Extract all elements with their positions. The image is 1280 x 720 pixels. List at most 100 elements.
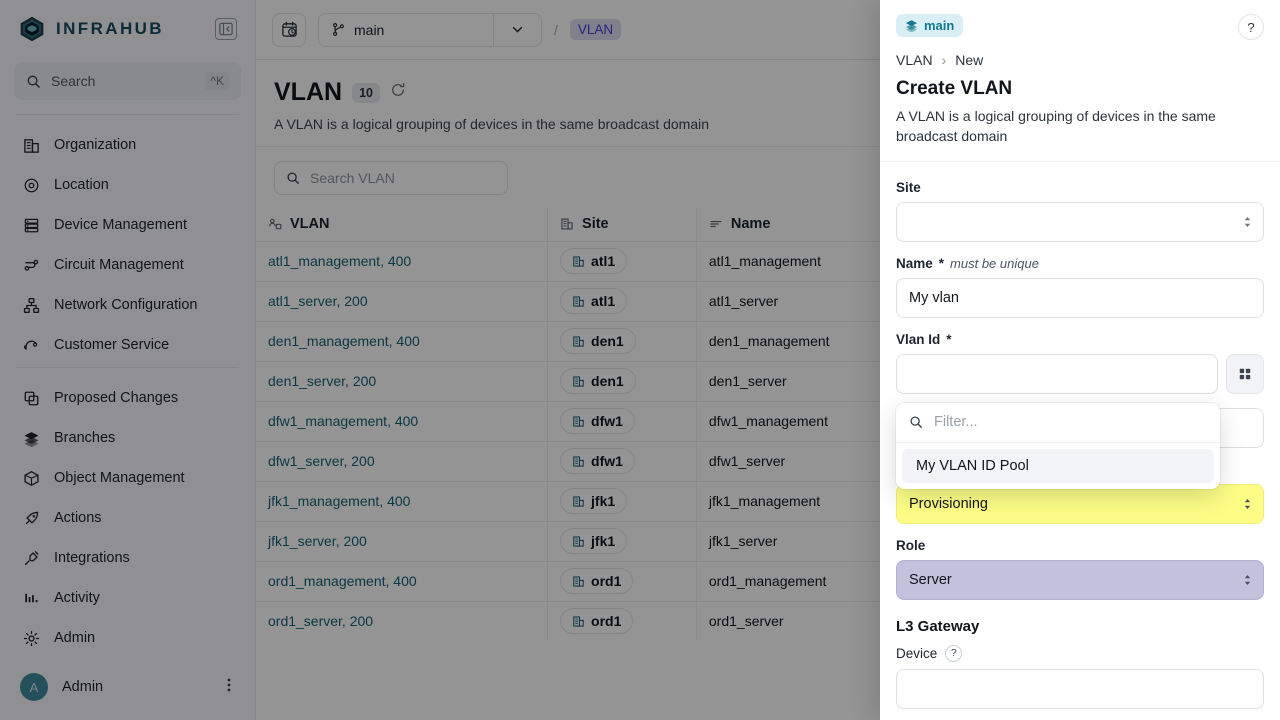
chevron-down-icon[interactable]: [493, 13, 541, 46]
vlan-link[interactable]: atl1_server, 200: [268, 293, 368, 309]
breadcrumb-root[interactable]: VLAN: [896, 52, 933, 68]
field-role: Role Server: [896, 538, 1264, 600]
sidebar-item-label: Location: [54, 177, 109, 193]
cell-vlan[interactable]: jfk1_server, 200: [256, 520, 549, 561]
chevron-right-icon: ›: [941, 52, 947, 68]
sidebar-collapse-icon[interactable]: [215, 18, 237, 40]
layers-icon: [22, 429, 40, 447]
vlan-id-input[interactable]: [896, 353, 1218, 394]
vlan-link[interactable]: dfw1_management, 400: [268, 413, 419, 429]
more-vertical-icon[interactable]: [227, 677, 235, 697]
sidebar-item-branches[interactable]: Branches: [14, 418, 241, 458]
pool-selector-button[interactable]: [1226, 353, 1264, 394]
site-select[interactable]: [896, 201, 1264, 242]
building-icon: [572, 575, 585, 588]
field-label-vlan-id: Vlan Id *: [896, 332, 1264, 347]
panel-branch-badge[interactable]: main: [896, 14, 964, 37]
cell-vlan[interactable]: jfk1_management, 400: [256, 480, 549, 521]
status-select[interactable]: Provisioning: [896, 483, 1264, 524]
building-icon: [572, 375, 585, 388]
column-header-vlan[interactable]: VLAN: [256, 207, 549, 241]
role-select-value: Server: [909, 571, 952, 588]
cell-vlan[interactable]: dfw1_server, 200: [256, 440, 549, 481]
cell-site: dfw1: [547, 440, 697, 481]
sidebar-user-name: Admin: [62, 679, 104, 695]
search-icon: [909, 415, 923, 429]
field-name: Name * must be unique My vlan: [896, 256, 1264, 318]
cell-vlan[interactable]: ord1_management, 400: [256, 560, 549, 601]
cell-site: ord1: [547, 600, 697, 641]
sidebar-item-device-management[interactable]: Device Management: [14, 205, 241, 245]
dropdown-option-my-vlan-id-pool[interactable]: My VLAN ID Pool: [902, 448, 1214, 483]
map-pin-icon: [22, 176, 40, 194]
vlan-link[interactable]: dfw1_server, 200: [268, 453, 375, 469]
role-select[interactable]: Server: [896, 559, 1264, 600]
site-badge[interactable]: jfk1: [560, 528, 628, 554]
cell-vlan[interactable]: den1_server, 200: [256, 360, 549, 401]
sidebar-user-row[interactable]: A Admin: [14, 660, 241, 714]
server-icon: [22, 216, 40, 234]
site-badge[interactable]: dfw1: [560, 408, 635, 434]
sidebar-item-integrations[interactable]: Integrations: [14, 538, 241, 578]
sidebar-item-circuit-management[interactable]: Circuit Management: [14, 245, 241, 285]
name-input[interactable]: My vlan: [896, 277, 1264, 318]
sidebar-item-admin[interactable]: Admin: [14, 618, 241, 658]
grid-icon: [1238, 367, 1252, 381]
field-label-device: Device ?: [896, 644, 1264, 662]
cell-vlan[interactable]: ord1_server, 200: [256, 600, 549, 641]
layers-icon: [905, 19, 918, 32]
cell-vlan[interactable]: den1_management, 400: [256, 320, 549, 361]
site-badge[interactable]: ord1: [560, 568, 634, 594]
sidebar-item-location[interactable]: Location: [14, 165, 241, 205]
vlan-link[interactable]: ord1_server, 200: [268, 613, 374, 630]
panel-form: Site Name * must be unique My vlan: [880, 162, 1280, 720]
vlan-link[interactable]: ord1_management, 400: [268, 573, 417, 589]
site-badge-label: dfw1: [591, 413, 623, 429]
site-badge[interactable]: ord1: [560, 608, 634, 635]
infrahub-logo-icon: [18, 15, 46, 43]
sidebar-item-object-management[interactable]: Object Management: [14, 458, 241, 498]
sidebar-item-customer-service[interactable]: Customer Service: [14, 325, 241, 365]
column-header-site[interactable]: Site: [547, 207, 697, 241]
sidebar-item-label: Branches: [54, 430, 116, 446]
site-badge[interactable]: atl1: [560, 288, 628, 314]
vlan-link[interactable]: atl1_management, 400: [268, 253, 412, 269]
site-badge[interactable]: den1: [560, 368, 636, 394]
building-icon: [572, 495, 585, 508]
breadcrumb-vlan[interactable]: VLAN: [569, 19, 622, 40]
sidebar-search-input[interactable]: Search ^K: [14, 62, 241, 100]
device-input[interactable]: [896, 668, 1264, 709]
vlan-link[interactable]: den1_server, 200: [268, 373, 377, 389]
vlan-link[interactable]: jfk1_server, 200: [268, 533, 367, 549]
sidebar-item-label: Organization: [54, 137, 137, 153]
sidebar-item-proposed-changes[interactable]: Proposed Changes: [14, 378, 241, 418]
sidebar-item-organization[interactable]: Organization: [14, 125, 241, 165]
help-button[interactable]: ?: [1238, 14, 1264, 40]
site-badge[interactable]: dfw1: [560, 448, 635, 474]
cell-site: jfk1: [547, 480, 697, 521]
time-travel-icon[interactable]: [272, 12, 306, 47]
sidebar-item-label: Object Management: [54, 470, 185, 486]
site-badge[interactable]: jfk1: [560, 488, 628, 514]
sidebar-item-activity[interactable]: Activity: [14, 578, 241, 618]
field-label-site: Site: [896, 180, 1264, 195]
site-badge[interactable]: atl1: [560, 248, 628, 274]
sidebar-item-actions[interactable]: Actions: [14, 498, 241, 538]
vlan-link[interactable]: den1_management, 400: [268, 333, 420, 349]
cell-vlan[interactable]: atl1_server, 200: [256, 280, 549, 321]
cell-vlan[interactable]: atl1_management, 400: [256, 240, 549, 281]
label-text: Device: [896, 645, 938, 661]
cell-vlan[interactable]: dfw1_management, 400: [256, 400, 549, 441]
branch-selector[interactable]: main: [318, 12, 542, 47]
refresh-icon[interactable]: [390, 82, 406, 103]
site-badge[interactable]: den1: [560, 328, 636, 354]
sidebar-search-shortcut: ^K: [205, 72, 229, 90]
site-badge-label: ord1: [591, 573, 622, 589]
dropdown-filter-input[interactable]: Filter...: [896, 403, 1220, 443]
text-icon: [709, 217, 723, 231]
vlan-link[interactable]: jfk1_management, 400: [268, 493, 411, 509]
help-icon[interactable]: ?: [945, 644, 963, 662]
sidebar-item-network-configuration[interactable]: Network Configuration: [14, 285, 241, 325]
search-vlan-input[interactable]: Search VLAN: [274, 161, 508, 195]
building-icon: [572, 415, 585, 428]
